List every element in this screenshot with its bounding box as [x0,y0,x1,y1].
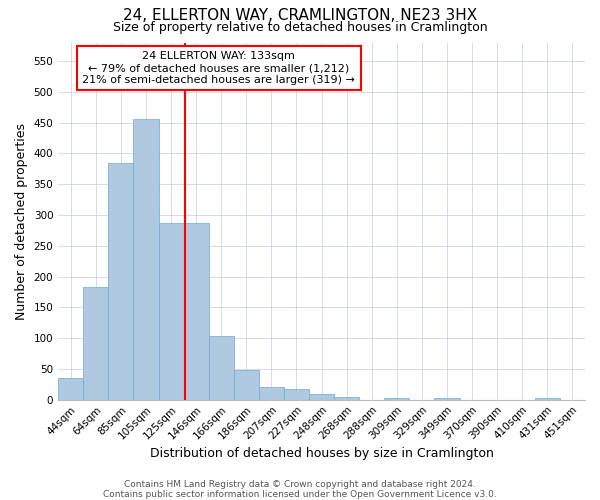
Bar [434,398,460,400]
Text: Contains HM Land Registry data © Crown copyright and database right 2024.
Contai: Contains HM Land Registry data © Crown c… [103,480,497,499]
Bar [158,223,184,400]
Bar [284,388,309,400]
Text: 24, ELLERTON WAY, CRAMLINGTON, NE23 3HX: 24, ELLERTON WAY, CRAMLINGTON, NE23 3HX [123,8,477,22]
X-axis label: Distribution of detached houses by size in Cramlington: Distribution of detached houses by size … [149,447,494,460]
Bar [234,370,259,400]
Bar [209,336,234,400]
Y-axis label: Number of detached properties: Number of detached properties [15,122,28,320]
Text: 24 ELLERTON WAY: 133sqm
← 79% of detached houses are smaller (1,212)
21% of semi: 24 ELLERTON WAY: 133sqm ← 79% of detache… [82,52,355,84]
Bar [535,398,560,400]
Bar [109,162,133,400]
Bar [309,394,334,400]
Bar [385,398,409,400]
Bar [334,396,359,400]
Bar [259,388,284,400]
Bar [58,378,83,400]
Bar [83,287,109,400]
Bar [184,223,209,400]
Text: Size of property relative to detached houses in Cramlington: Size of property relative to detached ho… [113,21,487,34]
Bar [133,120,158,400]
